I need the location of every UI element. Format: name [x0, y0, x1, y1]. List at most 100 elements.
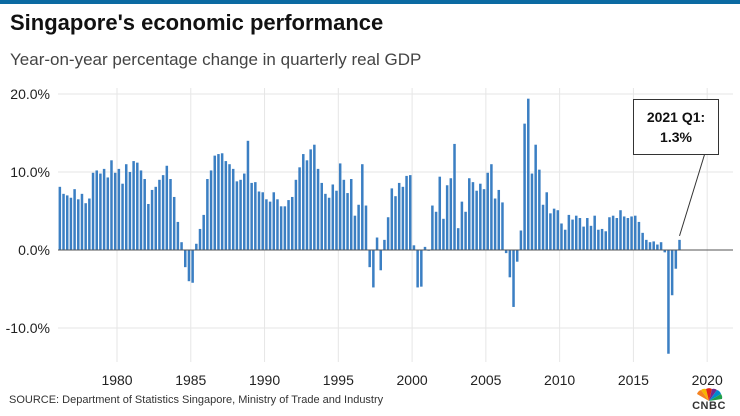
data-bar: [95, 170, 98, 250]
data-bar: [283, 206, 287, 250]
data-bar: [338, 163, 342, 250]
data-bar: [416, 250, 419, 288]
data-bar: [327, 197, 331, 250]
data-bar: [349, 179, 353, 250]
data-bar: [324, 193, 327, 250]
data-bar: [390, 188, 394, 250]
x-tick-label: 1990: [249, 372, 280, 388]
data-bar: [84, 203, 87, 250]
data-bar: [456, 228, 460, 250]
data-bar: [77, 199, 80, 250]
data-bar: [106, 177, 110, 250]
data-bar: [670, 250, 674, 296]
data-bar: [102, 168, 106, 250]
data-bar: [652, 241, 655, 250]
data-bar: [209, 170, 213, 250]
data-bar: [471, 182, 475, 250]
data-bar: [346, 193, 349, 250]
data-bar: [139, 170, 143, 250]
data-bar: [132, 161, 135, 250]
data-bar: [243, 173, 246, 250]
gdp-bar-chart: 20.0% 10.0% 0.0% -10.0% 1980 1985 1990 1995 2000…: [6, 86, 733, 388]
data-bar: [202, 214, 205, 250]
data-bar: [600, 228, 604, 250]
data-bar: [468, 178, 471, 250]
x-tick-label: 2005: [470, 372, 501, 388]
data-bar: [169, 179, 172, 250]
data-bar: [91, 172, 95, 250]
data-bar: [65, 195, 69, 250]
data-bar: [220, 153, 224, 250]
data-bar: [534, 144, 537, 250]
data-bar: [305, 160, 309, 250]
data-bar: [460, 201, 464, 250]
callout-value: 1.3%: [660, 129, 692, 145]
data-bar: [302, 154, 305, 250]
data-bar: [604, 231, 607, 250]
data-bar: [331, 184, 335, 250]
y-tick-label: 20.0%: [10, 86, 50, 102]
data-bar: [453, 143, 456, 250]
data-bar: [316, 168, 320, 250]
data-bar: [184, 250, 187, 268]
x-tick-label: 2020: [692, 372, 723, 388]
data-bar: [497, 189, 501, 250]
data-bar: [231, 168, 235, 250]
data-bar: [512, 250, 515, 307]
data-bar: [250, 182, 253, 250]
data-bar: [663, 250, 667, 253]
data-bar: [648, 242, 652, 250]
data-bar: [361, 164, 364, 250]
data-bar: [438, 176, 442, 250]
data-bar: [239, 179, 242, 250]
data-bar: [147, 203, 150, 250]
data-bar: [62, 193, 65, 250]
data-bar: [656, 244, 659, 250]
data-bar: [630, 216, 633, 250]
data-bar: [298, 167, 301, 250]
data-bar: [578, 218, 582, 250]
data-bar: [626, 218, 630, 250]
data-bar: [320, 182, 323, 250]
source-note: SOURCE: Department of Statistics Singapo…: [9, 394, 384, 406]
data-bar: [187, 250, 191, 282]
data-bar: [659, 242, 663, 250]
data-bar: [121, 183, 124, 250]
data-bar: [228, 164, 231, 250]
data-bar: [464, 211, 467, 250]
x-tick-label: 2015: [618, 372, 649, 388]
data-bar: [479, 183, 482, 250]
data-bar: [357, 204, 360, 250]
data-bar: [563, 229, 567, 250]
data-bar: [608, 217, 611, 250]
data-bar: [268, 201, 272, 250]
data-bar: [645, 239, 648, 250]
data-bar: [674, 250, 678, 269]
x-tick-label: 2000: [397, 372, 428, 388]
data-bar: [567, 214, 571, 250]
data-bar: [80, 193, 84, 250]
data-bar: [504, 250, 508, 254]
data-bar: [110, 160, 113, 250]
data-bar: [128, 172, 132, 250]
peacock-icon: [697, 388, 723, 401]
data-bar: [136, 162, 139, 250]
data-bar: [58, 186, 62, 250]
data-bar: [405, 175, 408, 250]
data-bar: [313, 144, 316, 250]
data-bar: [611, 215, 615, 250]
data-bar: [394, 196, 397, 250]
data-bar: [397, 182, 401, 250]
data-bar: [501, 202, 504, 250]
x-tick-label: 1995: [323, 372, 354, 388]
data-bar: [493, 198, 497, 250]
data-bar: [342, 179, 346, 250]
data-bar: [235, 181, 239, 250]
data-bar: [449, 178, 453, 250]
data-bar: [254, 182, 257, 250]
data-bar: [412, 245, 416, 250]
data-bar: [634, 215, 637, 250]
data-bar: [368, 250, 371, 268]
data-bar: [530, 173, 534, 250]
data-bar: [597, 229, 600, 250]
